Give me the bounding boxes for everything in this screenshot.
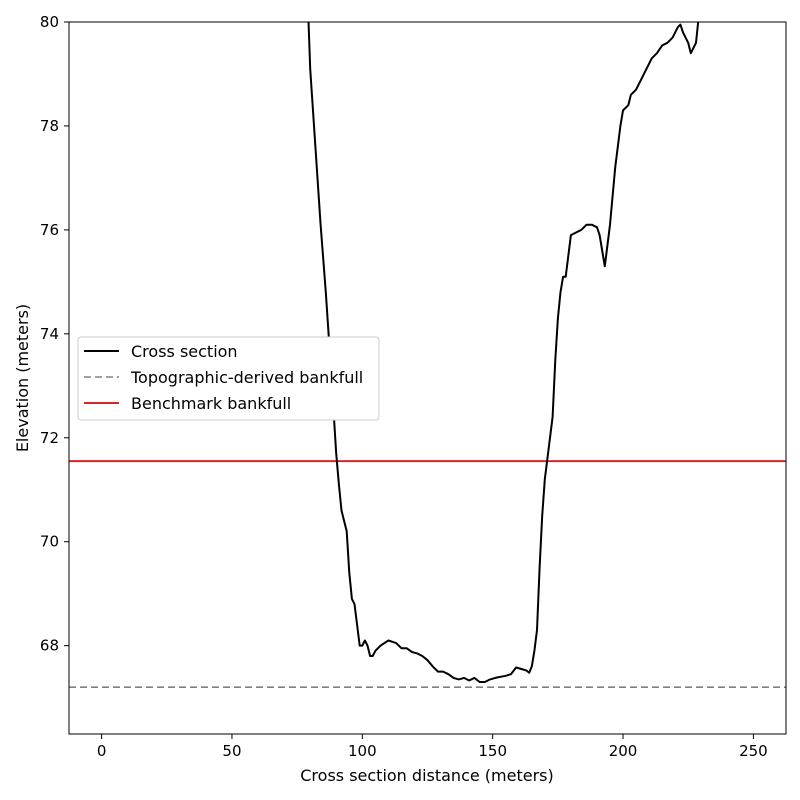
x-axis-label: Cross section distance (meters) <box>300 766 553 785</box>
x-tick-label: 150 <box>478 742 507 760</box>
y-tick-label: 76 <box>40 221 59 239</box>
legend-label-topographic-bankfull: Topographic-derived bankfull <box>130 368 363 387</box>
legend: Cross section Topographic-derived bankfu… <box>77 336 380 421</box>
y-tick-label: 80 <box>40 13 59 31</box>
plot-layer <box>69 22 786 689</box>
y-tick-label: 68 <box>40 637 59 655</box>
y-tick-label: 70 <box>40 533 59 551</box>
y-tick-label: 72 <box>40 429 59 447</box>
y-tick-label: 74 <box>40 325 59 343</box>
x-tick-label: 100 <box>348 742 377 760</box>
legend-box <box>77 336 380 421</box>
y-tick-label: 78 <box>40 117 59 135</box>
legend-label-benchmark-bankfull: Benchmark bankfull <box>131 394 291 413</box>
x-tick-label: 200 <box>609 742 638 760</box>
y-axis-label: Elevation (meters) <box>13 304 32 452</box>
x-tick-label: 0 <box>97 742 107 760</box>
y-axis-ticks: 68 70 72 74 76 78 80 <box>40 13 69 655</box>
plot-frame <box>68 21 787 735</box>
x-tick-label: 50 <box>222 742 241 760</box>
legend-label-cross-section: Cross section <box>131 342 238 361</box>
x-axis-ticks: 0 50 100 150 200 250 <box>97 734 768 760</box>
x-tick-label: 250 <box>739 742 768 760</box>
cross-section-line <box>307 22 700 683</box>
